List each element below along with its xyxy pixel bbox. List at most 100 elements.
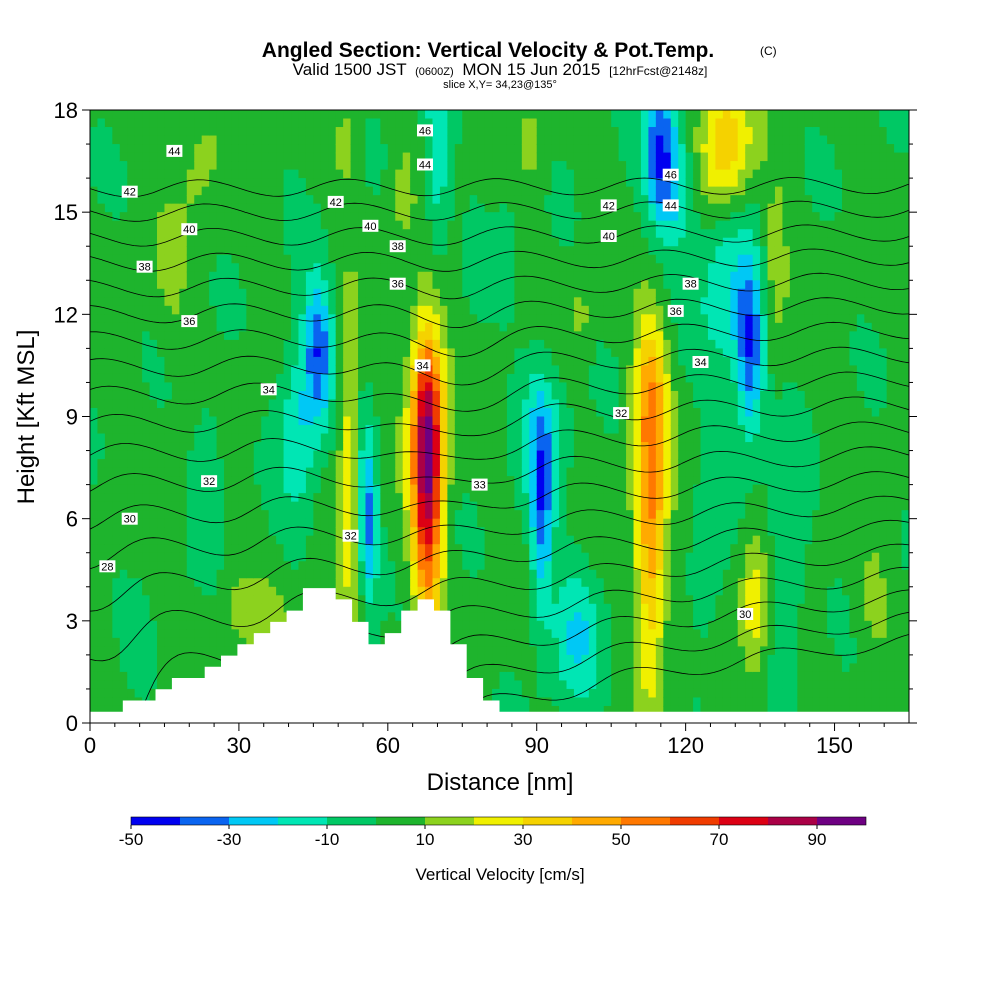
heat-cell — [603, 178, 612, 188]
heat-cell — [194, 416, 203, 426]
heat-cell — [157, 629, 166, 639]
heat-cell — [171, 373, 180, 384]
heat-cell — [514, 382, 523, 392]
heat-cell — [127, 620, 136, 630]
heat-cell — [596, 186, 605, 196]
heat-cell — [425, 390, 434, 401]
heat-cell — [432, 144, 441, 154]
heat-cell — [276, 416, 285, 426]
heat-cell — [559, 297, 568, 307]
heat-cell — [402, 501, 411, 511]
heat-cell — [127, 144, 136, 154]
heat-cell — [484, 399, 493, 409]
heat-cell — [119, 212, 128, 222]
heat-cell — [536, 510, 545, 520]
heat-cell — [506, 195, 515, 205]
heat-cell — [253, 442, 262, 452]
heat-cell — [454, 271, 463, 281]
heat-cell — [358, 535, 367, 545]
heat-cell — [97, 578, 106, 588]
heat-cell — [350, 127, 359, 137]
heat-cell — [194, 186, 203, 196]
heat-cell — [164, 348, 173, 358]
heat-cell — [581, 450, 590, 460]
heat-cell — [477, 450, 486, 460]
heat-cell — [119, 339, 128, 349]
heat-cell — [320, 450, 329, 460]
heat-cell — [521, 212, 530, 222]
heat-cell — [97, 459, 106, 469]
heat-cell — [238, 195, 247, 205]
heat-cell — [179, 382, 188, 392]
heat-cell — [268, 450, 277, 460]
heat-cell — [358, 314, 367, 324]
heat-cell — [477, 297, 486, 307]
heat-cell — [492, 459, 501, 469]
heat-cell — [380, 535, 389, 545]
heat-cell — [97, 322, 106, 332]
heat-cell — [127, 339, 136, 349]
heat-cell — [596, 518, 605, 528]
heat-cell — [439, 433, 448, 443]
heat-cell — [462, 595, 471, 605]
heat-cell — [588, 135, 597, 145]
heat-cell — [320, 220, 329, 230]
heat-cell — [521, 322, 530, 332]
heat-cell — [358, 382, 367, 392]
heat-cell — [261, 416, 270, 426]
heat-cell — [425, 305, 434, 315]
heat-cell — [194, 637, 203, 647]
heat-cell — [358, 459, 367, 469]
heat-cell — [320, 127, 329, 137]
heat-cell — [238, 561, 247, 571]
heat-cell — [246, 314, 255, 324]
heat-cell — [417, 561, 426, 571]
heat-cell — [335, 433, 344, 443]
heat-cell — [276, 586, 285, 596]
heat-cell — [350, 152, 359, 162]
heat-cell — [298, 484, 307, 494]
heat-cell — [298, 254, 307, 264]
heat-cell — [469, 578, 478, 588]
heat-cell — [596, 501, 605, 511]
heat-cell — [425, 271, 434, 281]
heat-cell — [238, 544, 247, 554]
heat-cell — [209, 373, 218, 384]
heat-cell — [276, 331, 285, 341]
heat-cell — [186, 518, 195, 528]
heat-cell — [238, 586, 247, 596]
heat-cell — [395, 152, 404, 162]
heat-cell — [439, 407, 448, 418]
heat-cell — [559, 144, 568, 154]
heat-cell — [372, 603, 381, 613]
heat-cell — [305, 110, 314, 120]
heat-cell — [387, 203, 396, 213]
heat-cell — [335, 399, 344, 409]
heat-cell — [358, 178, 367, 188]
heat-cell — [484, 459, 493, 469]
heat-cell — [514, 118, 523, 128]
heat-cell — [559, 620, 568, 630]
heat-cell — [224, 603, 233, 613]
heat-cell — [320, 425, 329, 435]
heat-cell — [551, 680, 560, 690]
heat-cell — [536, 629, 545, 639]
heat-cell — [186, 339, 195, 349]
heat-cell — [119, 195, 128, 205]
heat-cell — [224, 144, 233, 154]
heat-cell — [492, 305, 501, 315]
heat-cell — [358, 331, 367, 341]
heat-cell — [544, 442, 553, 452]
heat-cell — [573, 212, 582, 222]
heat-cell — [477, 442, 486, 452]
heat-cell — [432, 373, 441, 384]
heat-cell — [484, 416, 493, 426]
heat-cell — [410, 467, 419, 477]
heat-cell — [268, 586, 277, 596]
heat-cell — [157, 433, 166, 443]
heat-cell — [90, 476, 99, 486]
heat-cell — [134, 688, 143, 699]
heat-cell — [536, 348, 545, 358]
heat-cell — [268, 459, 277, 469]
heat-cell — [492, 356, 501, 367]
